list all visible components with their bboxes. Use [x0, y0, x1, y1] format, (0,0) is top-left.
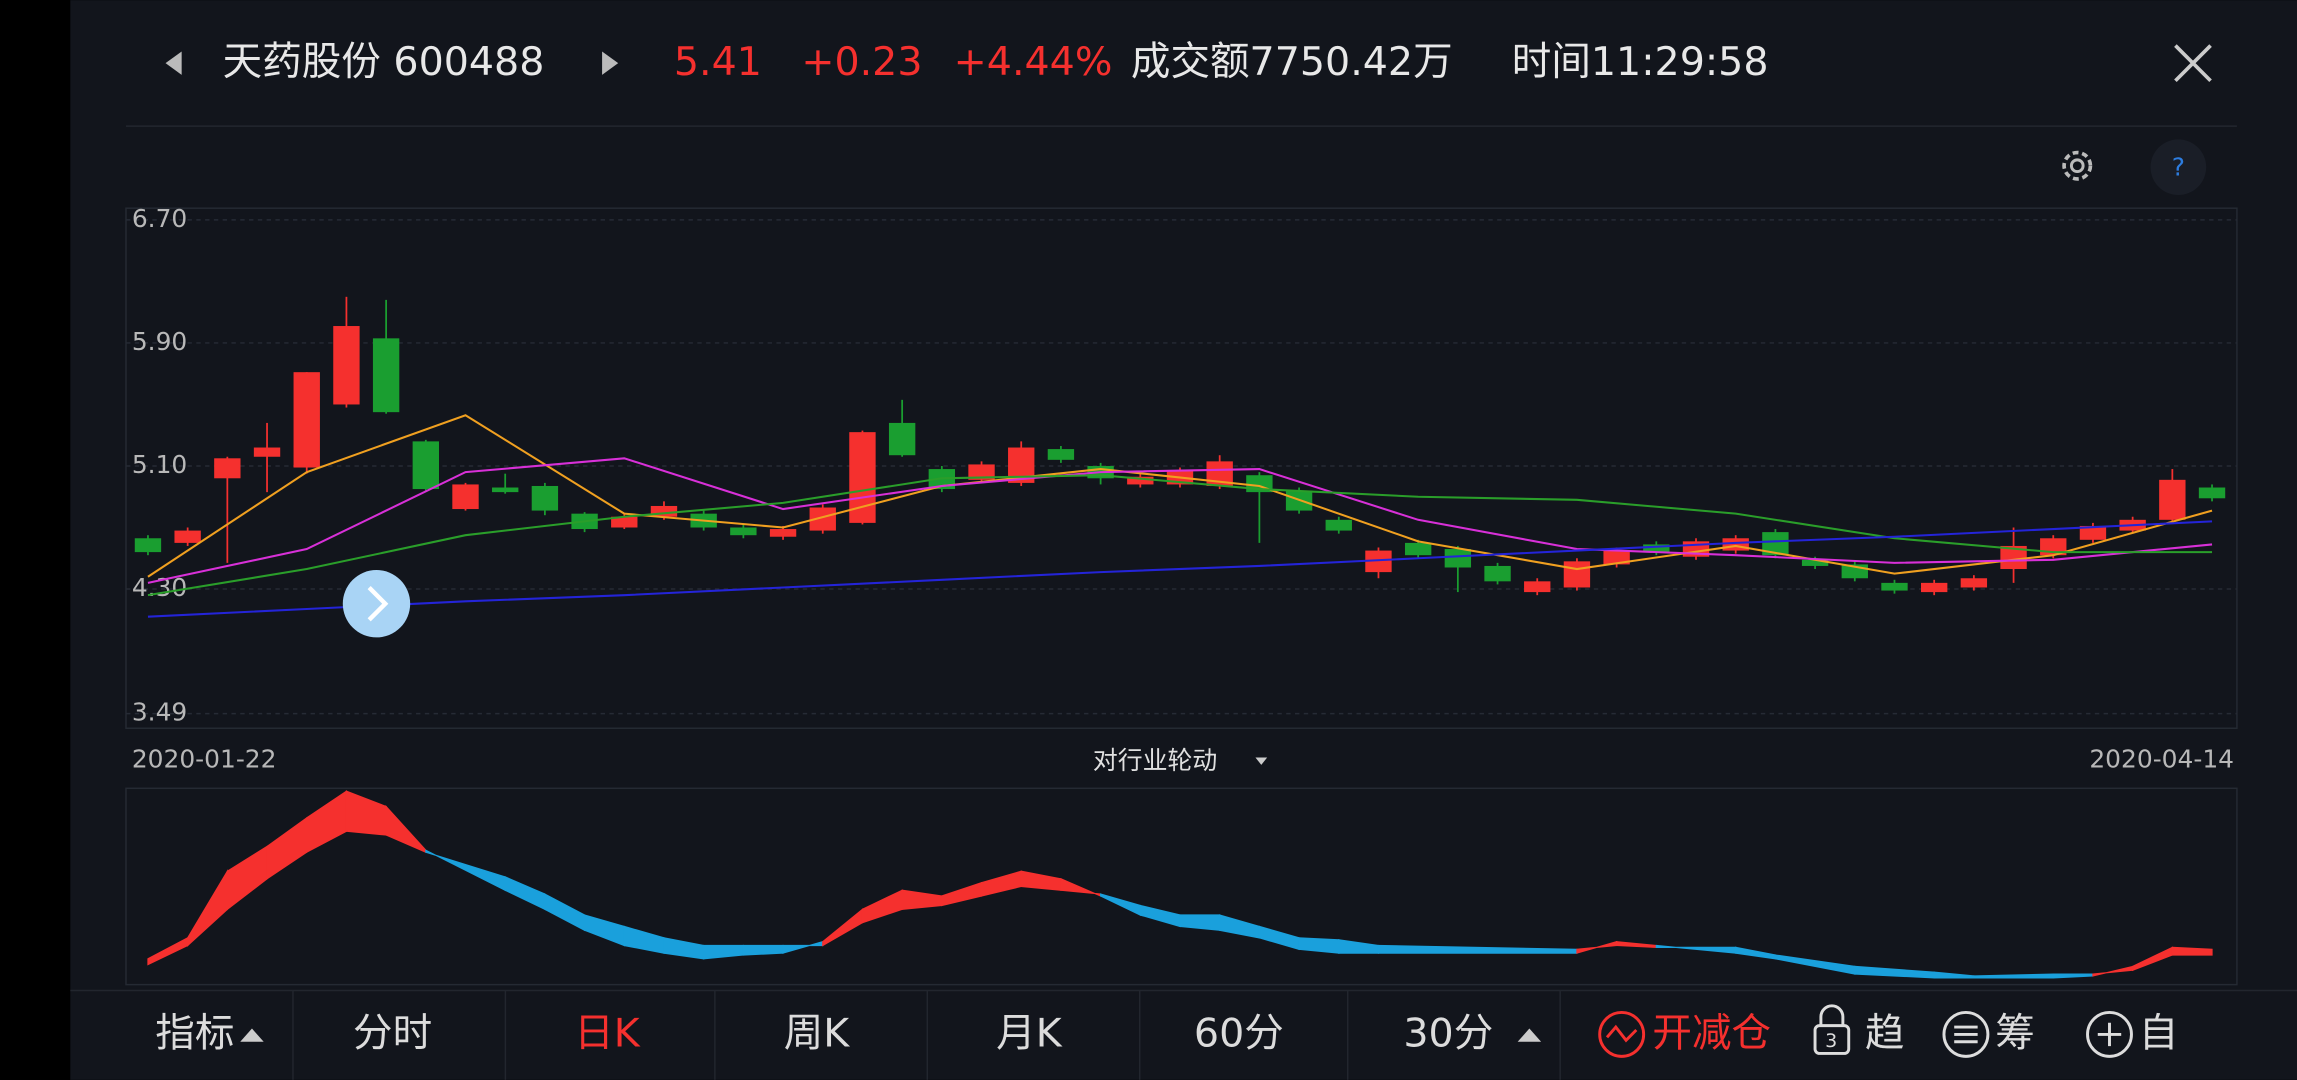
- close-button[interactable]: [2174, 44, 2212, 83]
- indicator-band: [742, 944, 784, 956]
- add-icon: [2086, 1010, 2133, 1058]
- turnover: 成交额7750.42万: [1131, 39, 1453, 85]
- tab[interactable]: 30分: [1403, 1010, 1493, 1056]
- candle-body: [452, 484, 479, 510]
- candle-body: [2198, 487, 2226, 499]
- gear: [2062, 150, 2093, 181]
- candle-body: [1643, 544, 1670, 553]
- candle-body: [1603, 550, 1630, 565]
- candle-body: [1722, 538, 1749, 551]
- candle-body: [888, 422, 916, 456]
- tab-arrow: [1517, 1028, 1542, 1042]
- help-button[interactable]: [2150, 139, 2207, 196]
- price: 5.41: [674, 39, 762, 85]
- indicator-selector[interactable]: 对行业轮动: [1093, 746, 1217, 775]
- tab[interactable]: 趋: [1865, 1010, 1905, 1056]
- chip-icon: [1942, 1010, 1990, 1058]
- candle-body: [1762, 532, 1789, 556]
- tab[interactable]: 开减仓: [1652, 1010, 1771, 1056]
- indicator-plot: [147, 790, 2213, 979]
- candle-body: [1047, 449, 1075, 460]
- change: +0.23: [801, 39, 922, 85]
- help-text: ?: [2172, 153, 2185, 182]
- tab[interactable]: 60分: [1194, 1010, 1284, 1056]
- expand-arrow: [367, 586, 389, 622]
- moving-average: [147, 474, 2213, 597]
- tab[interactable]: 筹: [1995, 1010, 2035, 1056]
- candle-body: [1881, 582, 1908, 591]
- end-date: 2020-04-14: [2089, 744, 2234, 773]
- candle-body: [2000, 545, 2027, 570]
- moving-average: [147, 457, 2213, 584]
- settings-icon[interactable]: [2062, 150, 2093, 181]
- candle-body: [809, 507, 836, 531]
- candle-body: [2079, 525, 2107, 540]
- candle-body: [1801, 559, 1829, 566]
- candle-body: [1365, 550, 1392, 573]
- candle-body: [1444, 549, 1472, 568]
- tab-bar: 指标 分时 日K 周K 月K 60分 30分 开减仓 趋 筹 自: [155, 990, 2179, 1080]
- lock-icon: [1813, 1024, 1851, 1055]
- prev-arrow[interactable]: [165, 51, 182, 75]
- y-tick-label: 3.49: [132, 698, 187, 727]
- tab[interactable]: 指标: [155, 1010, 234, 1056]
- candle-body: [214, 458, 241, 479]
- y-tick-label: 5.90: [132, 327, 187, 356]
- tab-arrow: [240, 1028, 264, 1042]
- y-tick-label: 5.10: [132, 450, 187, 479]
- tab[interactable]: 分时: [353, 1010, 432, 1056]
- moving-average: [147, 414, 2213, 578]
- indicator-frame: [125, 787, 2238, 986]
- change-pct: +4.44%: [954, 39, 1113, 85]
- start-date: 2020-01-22: [132, 744, 277, 773]
- position-icon: [1598, 1010, 1646, 1058]
- gear-hub: [2069, 158, 2085, 174]
- candle-body: [531, 485, 559, 511]
- candle-body: [1127, 476, 1154, 485]
- plot-frame: [125, 207, 2238, 729]
- candle-body: [1325, 519, 1352, 531]
- lock-shackle: [1819, 1004, 1845, 1026]
- tab[interactable]: 自: [2139, 1010, 2179, 1056]
- candle-body: [1404, 542, 1432, 556]
- moving-average: [147, 520, 2213, 618]
- y-tick-label: 6.70: [132, 204, 187, 233]
- add-icon-cross: [2097, 1022, 2122, 1047]
- position-icon-line: [1605, 1024, 1638, 1043]
- indicator-band: [2171, 946, 2213, 956]
- candle-body: [968, 464, 995, 480]
- lock-badge: 3: [1825, 1030, 1837, 1052]
- candle-body: [769, 529, 797, 537]
- candle-body: [134, 538, 162, 553]
- candle-body: [611, 516, 638, 528]
- candle-body: [1960, 578, 1988, 588]
- tab[interactable]: 周K: [784, 1010, 851, 1056]
- candle-body: [1920, 582, 1948, 593]
- candle-body: [1563, 561, 1591, 588]
- candle-body: [333, 326, 360, 405]
- candle-body: [492, 487, 519, 493]
- chip-icon-lines: [1954, 1025, 1978, 1044]
- candle-body: [730, 527, 757, 536]
- next-arrow[interactable]: [602, 51, 619, 75]
- candle-body: [412, 441, 439, 490]
- tab[interactable]: 月K: [996, 1010, 1063, 1056]
- plot: 6.70 5.90 5.10 4.30 3.49: [125, 204, 2237, 727]
- candle-body: [1484, 565, 1511, 582]
- candle-body: [174, 530, 201, 543]
- candle-body: [253, 447, 281, 457]
- time: 时间11:29:58: [1512, 39, 1769, 85]
- candle-body: [293, 372, 320, 468]
- candle-body: [2159, 479, 2186, 520]
- candle-body: [1524, 581, 1551, 593]
- tab[interactable]: 日K: [574, 1010, 641, 1056]
- stock-name: 天药股份 600488: [223, 39, 545, 85]
- candle-body: [372, 338, 400, 413]
- y-tick-label: 4.30: [132, 573, 187, 602]
- candle-body: [650, 505, 678, 517]
- expand-button[interactable]: [342, 570, 411, 638]
- dropdown-arrow: [1255, 757, 1268, 765]
